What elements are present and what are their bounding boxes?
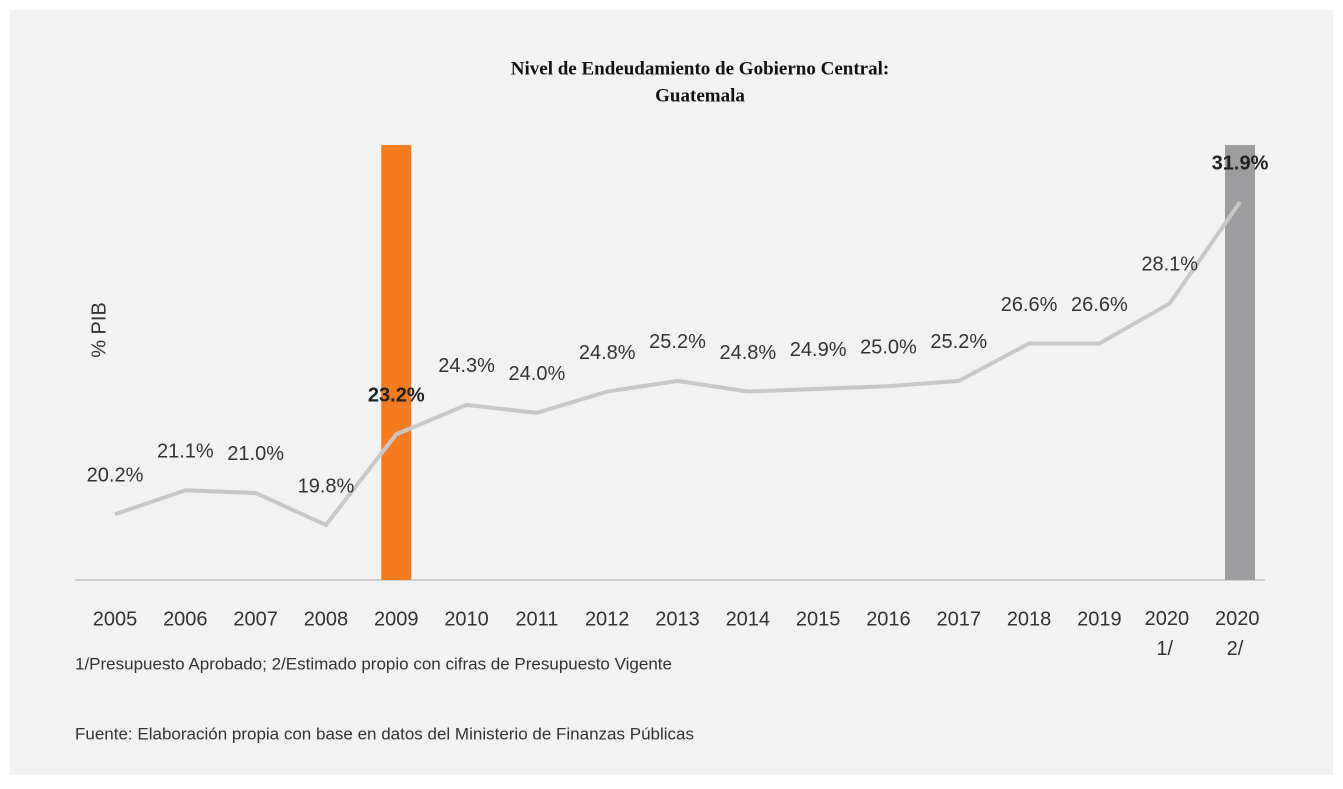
x-tick-label: 2007 xyxy=(233,608,278,630)
x-tick-label: 2015 xyxy=(796,608,841,630)
x-tick-label: 2012 xyxy=(585,608,630,630)
data-label: 25.2% xyxy=(649,331,706,353)
x-tick-label: 2005 xyxy=(93,608,138,630)
panel xyxy=(10,10,1333,775)
data-label: 20.2% xyxy=(87,465,144,487)
x-tick-label: 2011 xyxy=(515,608,558,630)
x-tick-label: 2010 xyxy=(444,608,489,630)
x-tick-label: 2017 xyxy=(937,608,982,630)
note: 1/Presupuesto Aprobado; 2/Estimado propi… xyxy=(75,654,672,673)
data-label: 28.1% xyxy=(1141,254,1198,276)
data-label: 24.8% xyxy=(579,342,636,364)
data-label: 19.8% xyxy=(298,475,355,497)
x-tick-label: 2019 xyxy=(1077,608,1122,630)
y-axis-label: % PIB xyxy=(88,302,110,358)
data-label: 31.9% xyxy=(1212,152,1269,174)
data-label: 24.3% xyxy=(438,355,495,377)
data-label: 24.0% xyxy=(509,363,566,385)
data-label: 23.2% xyxy=(368,385,425,407)
data-label: 24.9% xyxy=(790,339,847,361)
x-tick-label: 2013 xyxy=(655,608,700,630)
x-tick-label: 2009 xyxy=(374,608,419,630)
data-label: 21.0% xyxy=(227,443,284,465)
x-tick-label: 2006 xyxy=(163,608,208,630)
data-label: 21.1% xyxy=(157,441,214,463)
x-tick-label: 2014 xyxy=(726,608,771,630)
x-tick-label: 2020 2/ xyxy=(1215,608,1265,660)
x-tick-label: 2020 1/ xyxy=(1145,608,1195,660)
x-tick-label: 2008 xyxy=(304,608,349,630)
line xyxy=(114,200,1242,528)
x-tick-label: 2016 xyxy=(866,608,911,630)
chart-title: Nivel de Endeudamiento de Gobierno Centr… xyxy=(511,58,889,79)
x-tick-label: 2018 xyxy=(1007,608,1052,630)
highlight-bar xyxy=(1225,145,1255,580)
chart-title: Guatemala xyxy=(655,85,745,106)
data-label: 24.8% xyxy=(719,342,776,364)
data-label: 26.6% xyxy=(1071,294,1128,316)
data-label: 25.2% xyxy=(930,331,987,353)
data-label: 25.0% xyxy=(860,336,917,358)
highlight-bar xyxy=(381,145,412,580)
data-label: 26.6% xyxy=(1001,294,1058,316)
source: Fuente: Elaboración propia con base en d… xyxy=(75,724,694,743)
